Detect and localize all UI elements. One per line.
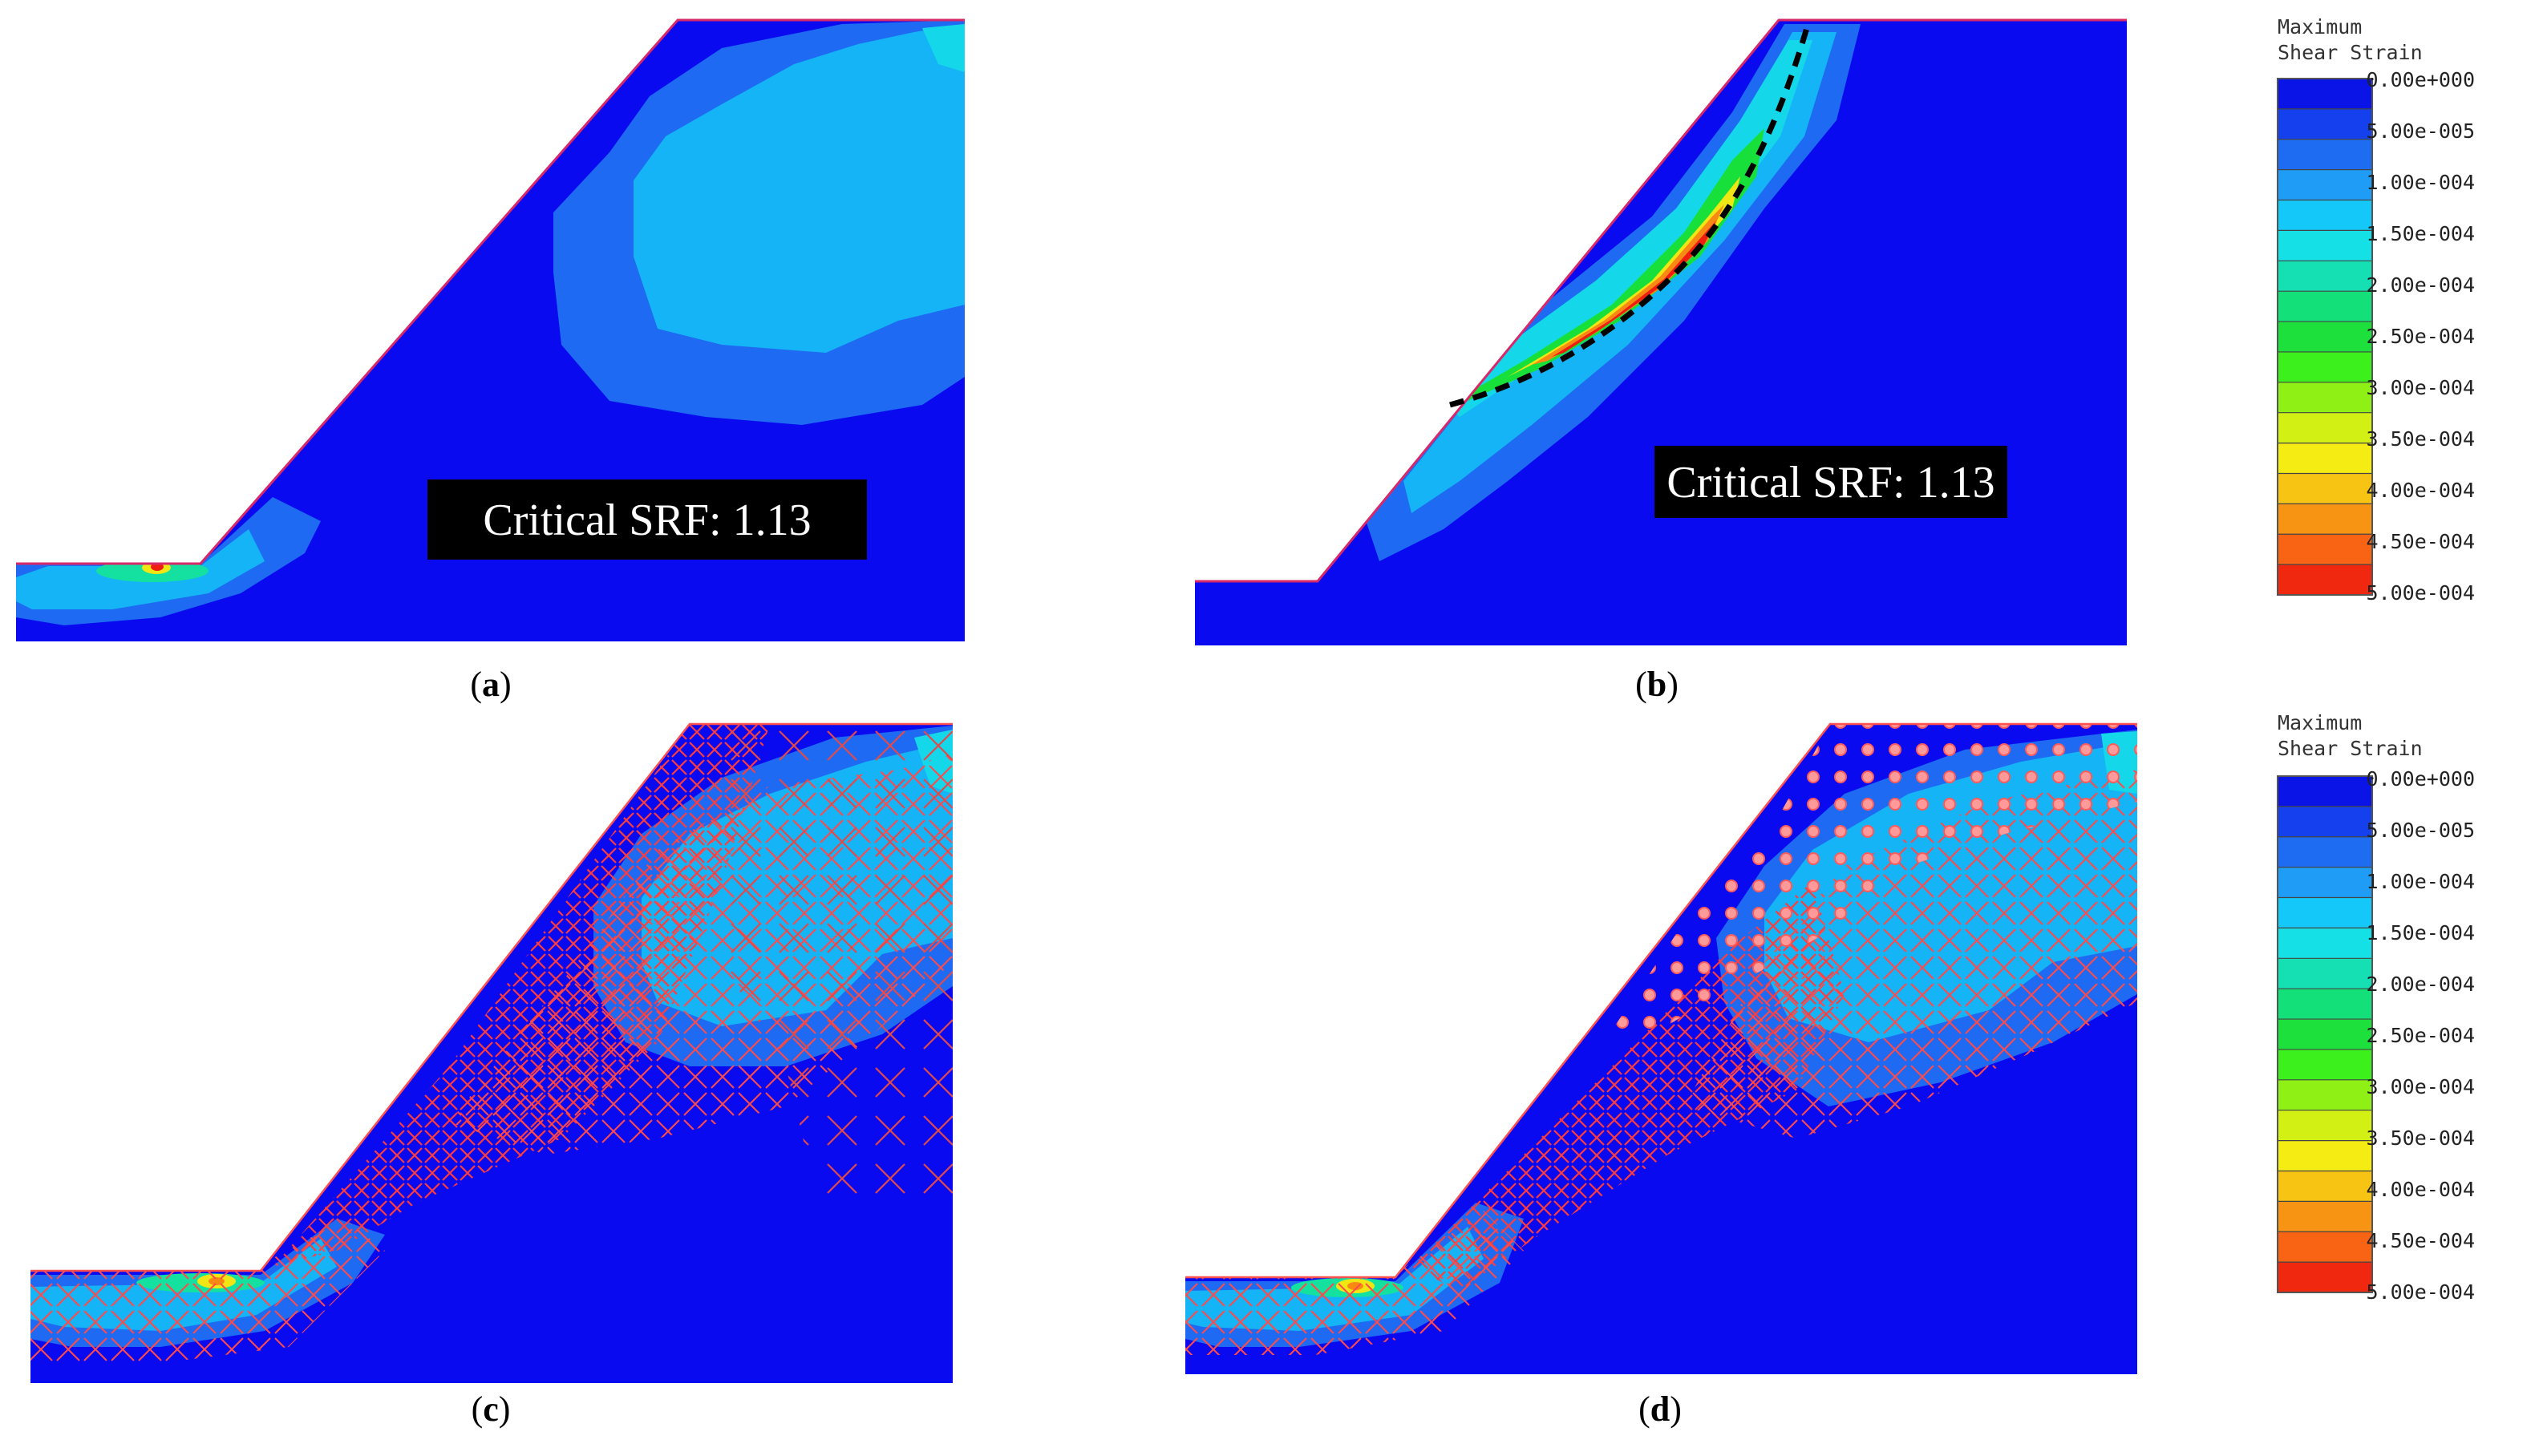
legend-tick-label: 3.50e-004 xyxy=(2367,427,2475,451)
legend-tick-label: 1.00e-004 xyxy=(2367,870,2475,893)
panel-caption: (b) xyxy=(1635,665,1679,704)
legend-color-swatch xyxy=(2278,928,2372,959)
legend-bottom: Maximum Shear Strain 0.00e+000 5.00e-005 1… xyxy=(2277,711,2475,1304)
shear-yield-field-dense xyxy=(273,724,770,1267)
legend-tick-label: 1.00e-004 xyxy=(2367,171,2475,194)
legend-title-line2: Shear Strain xyxy=(2278,737,2423,760)
legend-tick-label: 5.00e-004 xyxy=(2367,1280,2475,1304)
legend-color-swatch xyxy=(2278,291,2372,322)
legend-color-swatch xyxy=(2278,776,2372,807)
legend-title-line1: Maximum xyxy=(2278,711,2362,734)
legend-border xyxy=(2277,775,2373,1293)
legend-top: Maximum Shear Strain 0.00e+000 5.00e-005 1… xyxy=(2277,15,2475,605)
panel-a-shear-strain-contour: Critical SRF: 1.13 (a) xyxy=(16,18,965,704)
legend-color-swatch xyxy=(2278,322,2372,353)
legend-color-swatch xyxy=(2278,1140,2372,1172)
legend-color-swatch xyxy=(2278,139,2372,171)
panel-b-shear-strain-contour: Critical SRF: 1.13 (b) xyxy=(1195,18,2127,704)
legend-color-swatch xyxy=(2278,1079,2372,1111)
slope-boundary xyxy=(1185,722,2137,1279)
legend-color-swatch xyxy=(2278,200,2372,232)
legend-tick-label: 2.50e-004 xyxy=(2367,1024,2475,1047)
legend-color-swatch xyxy=(2278,989,2372,1020)
legend-color-swatch xyxy=(2278,867,2372,899)
panel-caption: (c) xyxy=(472,1389,511,1429)
legend-color-swatch xyxy=(2278,1110,2372,1142)
srf-label: Critical SRF: 1.13 xyxy=(483,495,811,545)
shear-yield-field-medium xyxy=(1684,770,2137,1139)
panel-caption: (d) xyxy=(1638,1389,1682,1429)
legend-color-swatch xyxy=(2278,108,2372,140)
legend-tick-label: 0.00e+000 xyxy=(2367,767,2475,791)
legend-tick-label: 2.00e-004 xyxy=(2367,273,2475,297)
legend-color-swatch xyxy=(2278,473,2372,504)
legend-color-swatch xyxy=(2278,1049,2372,1081)
legend-color-swatch xyxy=(2278,351,2372,383)
panel-c-shear-strain-with-yield: (c) xyxy=(30,722,953,1429)
legend-color-swatch xyxy=(2278,1171,2372,1202)
legend-tick-label: 1.50e-004 xyxy=(2367,222,2475,245)
legend-tick-label: 4.50e-004 xyxy=(2367,1229,2475,1252)
legend-color-swatch xyxy=(2278,412,2372,444)
legend-title-line2: Shear Strain xyxy=(2278,41,2423,64)
panel-d-shear-strain-with-yield: (d) xyxy=(1185,722,2137,1429)
toe-yield-field xyxy=(1185,1211,1524,1355)
legend-color-swatch xyxy=(2278,261,2372,292)
legend-tick-labels: 0.00e+000 5.00e-005 1.00e-004 1.50e-004 2.00… xyxy=(2367,767,2475,1304)
legend-color-swatch xyxy=(2278,79,2372,110)
legend-color-swatch xyxy=(2278,1262,2372,1293)
legend-tick-label: 5.00e-005 xyxy=(2367,819,2475,842)
legend-tick-label: 5.00e-005 xyxy=(2367,119,2475,143)
legend-tick-label: 3.00e-004 xyxy=(2367,1075,2475,1098)
slip-surface-line xyxy=(1449,22,1812,408)
legend-title-line1: Maximum xyxy=(2278,15,2362,38)
shear-yield-field-sparse xyxy=(722,724,953,1203)
contour-zone-mid xyxy=(634,24,965,353)
legend-color-swatch xyxy=(2278,382,2372,414)
legend-border xyxy=(2277,78,2373,596)
legend-tick-label: 3.50e-004 xyxy=(2367,1126,2475,1150)
srf-label-background xyxy=(427,479,867,560)
srf-label-box: Critical SRF: 1.13 xyxy=(427,479,867,560)
legend-tick-label: 2.50e-004 xyxy=(2367,325,2475,348)
srf-label-box: Critical SRF: 1.13 xyxy=(1654,446,2007,518)
legend-color-swatch xyxy=(2278,1201,2372,1232)
slope-boundary xyxy=(30,722,953,1272)
legend-color-swatch xyxy=(2278,534,2372,565)
legend-tick-label: 3.00e-004 xyxy=(2367,376,2475,399)
legend-tick-label: 0.00e+000 xyxy=(2367,68,2475,91)
legend-color-swatch xyxy=(2278,443,2372,475)
legend-color-swatch xyxy=(2278,806,2372,838)
legend-tick-label: 5.00e-004 xyxy=(2367,581,2475,605)
legend-color-swatch xyxy=(2278,897,2372,929)
slope-boundary xyxy=(16,18,965,565)
legend-tick-label: 4.00e-004 xyxy=(2367,479,2475,502)
legend-tick-labels: 0.00e+000 5.00e-005 1.00e-004 1.50e-004 2.00… xyxy=(2367,68,2475,605)
toe-yield-field xyxy=(30,1219,385,1363)
legend-color-swatch xyxy=(2278,169,2372,201)
legend-tick-label: 4.50e-004 xyxy=(2367,530,2475,553)
contour-zone-high xyxy=(922,24,965,72)
legend-tick-label: 1.50e-004 xyxy=(2367,921,2475,944)
legend-color-swatch xyxy=(2278,504,2372,535)
panel-caption: (a) xyxy=(470,665,511,704)
legend-color-swatch xyxy=(2278,230,2372,261)
legend-color-swatch xyxy=(2278,1232,2372,1263)
slope-boundary xyxy=(1195,18,2127,583)
legend-color-swatch xyxy=(2278,836,2372,868)
legend-tick-label: 2.00e-004 xyxy=(2367,973,2475,996)
legend-color-bar xyxy=(2277,78,2373,596)
legend-color-bar xyxy=(2277,775,2373,1293)
legend-color-swatch xyxy=(2278,1019,2372,1050)
legend-tick-label: 4.00e-004 xyxy=(2367,1178,2475,1201)
legend-color-swatch xyxy=(2278,564,2372,596)
legend-color-swatch xyxy=(2278,958,2372,989)
srf-label: Critical SRF: 1.13 xyxy=(1666,458,1994,508)
tension-yield-field xyxy=(1604,724,2137,1042)
srf-label-background xyxy=(1654,446,2007,518)
